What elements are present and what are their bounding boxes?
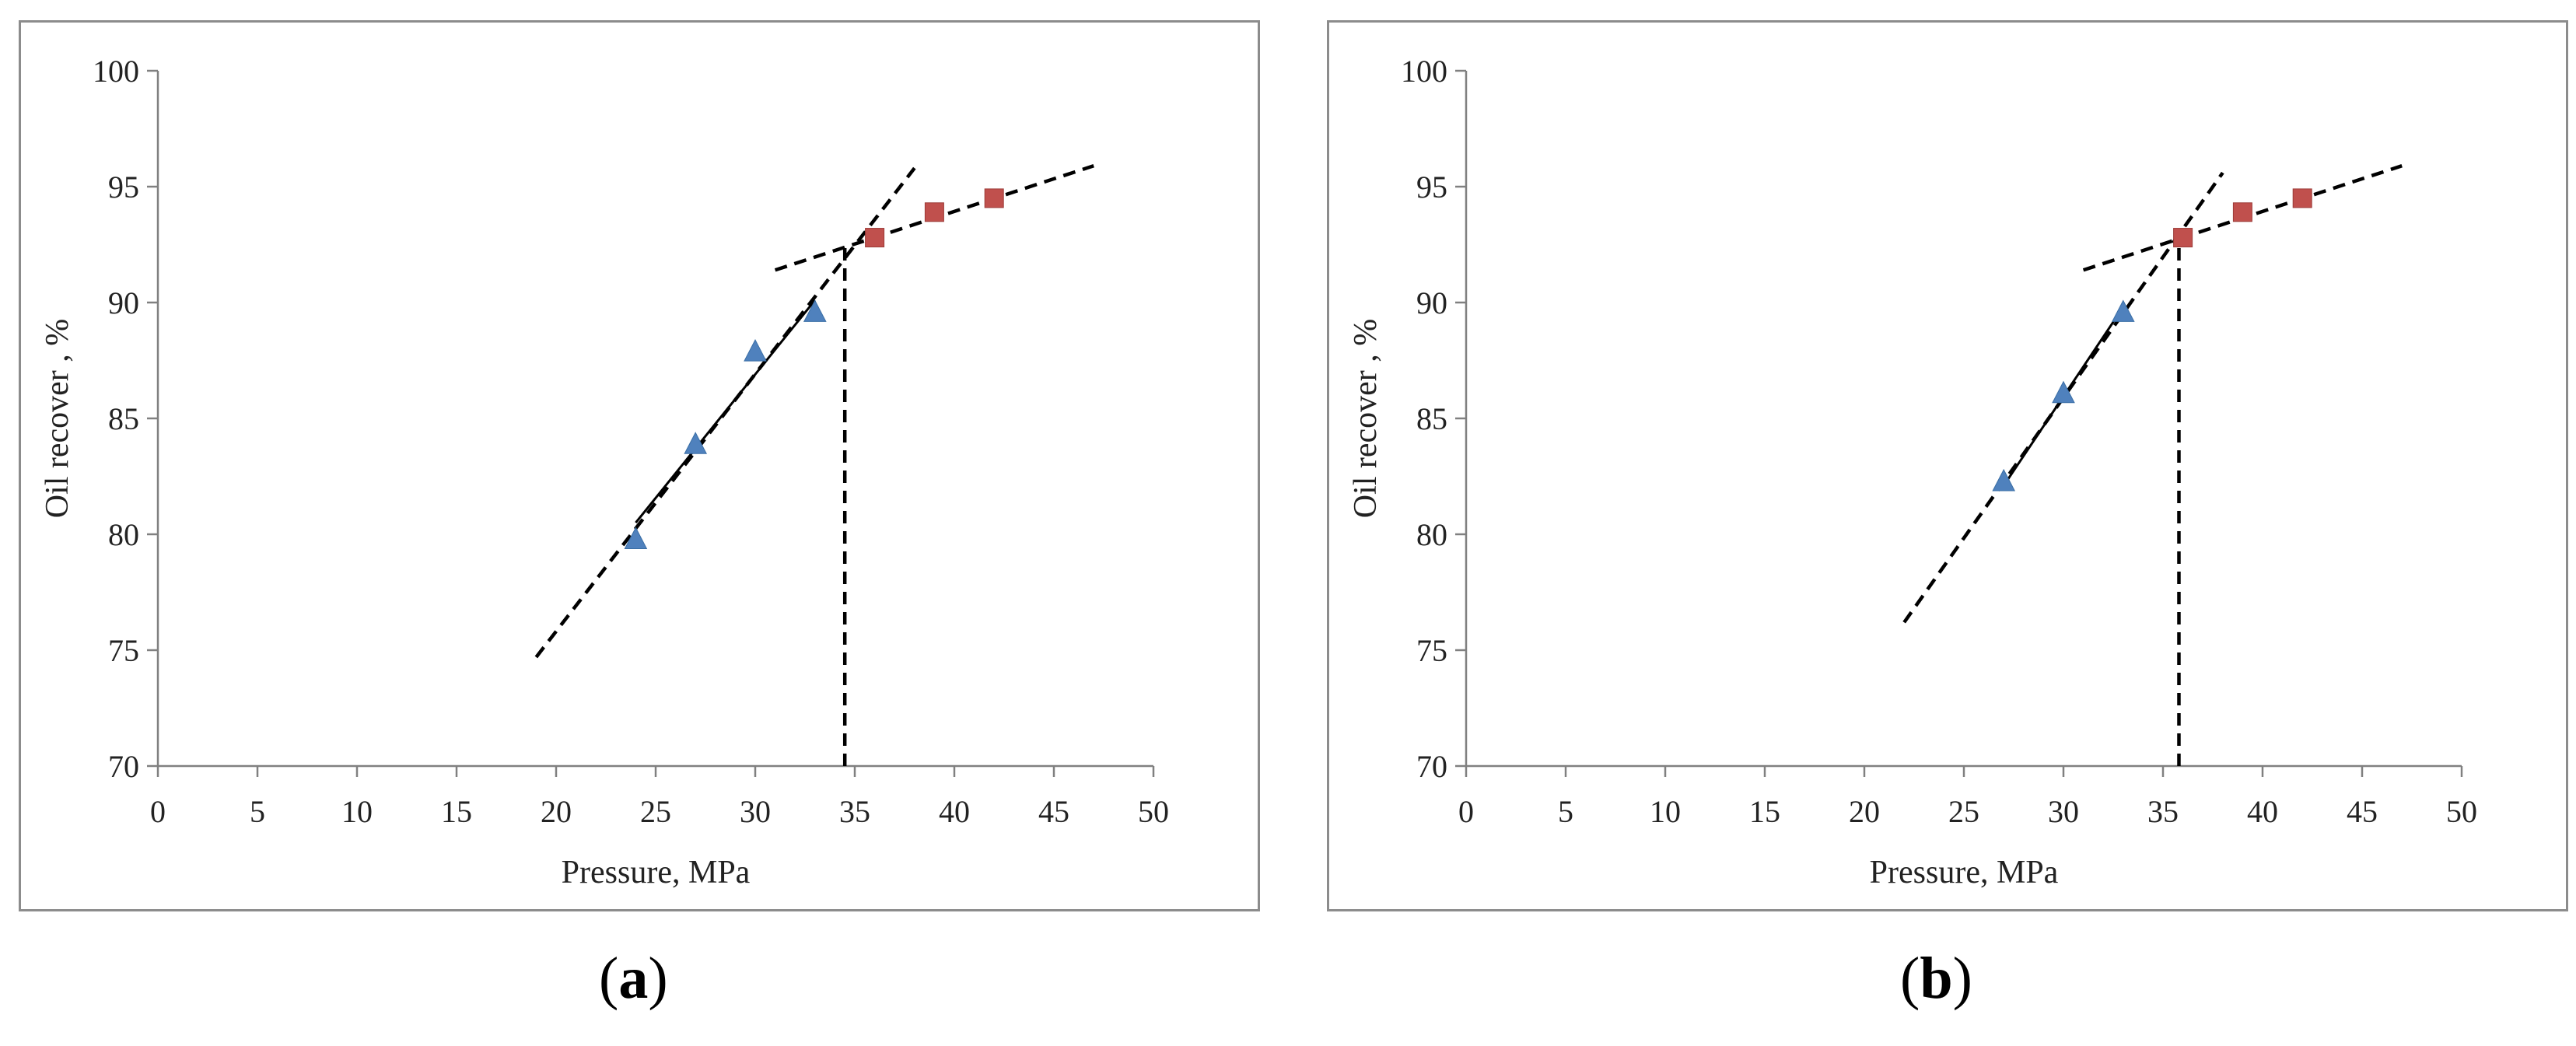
chart-b-x-tick-label: 25 bbox=[1948, 794, 1979, 829]
chart-b-trend-line-1 bbox=[1902, 171, 2224, 624]
chart-b-x-tick-label: 10 bbox=[1650, 794, 1681, 829]
chart-a-x-tick-label: 35 bbox=[839, 794, 870, 829]
chart-b-x-tick-label: 5 bbox=[1558, 794, 1573, 829]
chart-b-y-axis-title: Oil recover , % bbox=[1348, 319, 1384, 519]
chart-b-square-point bbox=[2232, 202, 2252, 222]
chart-a-y-tick-label: 80 bbox=[108, 517, 139, 552]
chart-a-x-tick-label: 15 bbox=[441, 794, 472, 829]
chart-b-x-tick-label: 35 bbox=[2147, 794, 2179, 829]
chart-panel-a: 70 75 80 85 90 95 100 0 5 10 15 20 25 30 35 40 45 50 Press… bbox=[19, 20, 1260, 911]
chart-b-triangle-point bbox=[1992, 468, 2016, 492]
chart-a-y-tick-label: 85 bbox=[108, 401, 139, 436]
chart-b-x-axis-title: Pressure, MPa bbox=[1870, 855, 2059, 890]
chart-b-svg: 70 75 80 85 90 95 100 0 5 10 15 20 25 30 35 40 45 50 Press… bbox=[1348, 54, 2477, 890]
chart-b-y-tick-label: 70 bbox=[1416, 749, 1447, 784]
chart-b-square-point bbox=[2173, 228, 2193, 248]
panel-label-a: (a) bbox=[599, 946, 668, 1011]
chart-b-x-tick-label: 20 bbox=[1849, 794, 1880, 829]
chart-b-x-tick-label: 40 bbox=[2247, 794, 2278, 829]
chart-a-y-tick-label: 95 bbox=[108, 170, 139, 205]
chart-b-triangle-point bbox=[2052, 380, 2075, 404]
chart-a-y-tick-label: 70 bbox=[108, 749, 139, 784]
panel-label-a-letter: a bbox=[618, 946, 649, 1011]
chart-panel-b: 70 75 80 85 90 95 100 0 5 10 15 20 25 30 35 40 45 50 Press… bbox=[1327, 20, 2568, 911]
chart-a-x-tick-label: 5 bbox=[250, 794, 265, 829]
chart-a-x-tick-label: 40 bbox=[939, 794, 970, 829]
chart-a-x-tick-label: 45 bbox=[1038, 794, 1069, 829]
chart-a-y-tick-label: 90 bbox=[108, 285, 139, 320]
chart-b-x-tick-label: 50 bbox=[2446, 794, 2477, 829]
chart-b-y-tick-label: 80 bbox=[1416, 517, 1447, 552]
chart-a-x-tick-label: 50 bbox=[1138, 794, 1169, 829]
chart-a-x-tick-label: 20 bbox=[541, 794, 572, 829]
chart-a-square-point bbox=[924, 202, 944, 222]
chart-a-square-point bbox=[865, 228, 885, 248]
chart-b-y-tick-label: 90 bbox=[1416, 285, 1447, 320]
panel-label-b-letter: b bbox=[1920, 946, 1953, 1011]
chart-b-x-tick-label: 30 bbox=[2048, 794, 2079, 829]
chart-b-triangle-point bbox=[2111, 299, 2135, 322]
chart-a-trend-line-2 bbox=[635, 299, 816, 524]
chart-b-x-tick-label: 45 bbox=[2347, 794, 2378, 829]
chart-b-square-point bbox=[2292, 188, 2312, 208]
chart-b-y-tick-label: 85 bbox=[1416, 401, 1447, 436]
chart-a-x-tick-label: 25 bbox=[640, 794, 671, 829]
chart-a-triangle-point bbox=[684, 432, 708, 454]
chart-a-square-point bbox=[984, 188, 1004, 208]
chart-a-y-tick-label: 75 bbox=[108, 633, 139, 668]
chart-a-x-tick-label: 10 bbox=[341, 794, 373, 829]
chart-a-x-axis-title: Pressure, MPa bbox=[562, 855, 751, 890]
chart-a-y-axis-title: Oil recover , % bbox=[40, 319, 75, 519]
panel-label-b: (b) bbox=[1900, 946, 1972, 1011]
chart-b-y-tick-label: 75 bbox=[1416, 633, 1447, 668]
chart-a-x-tick-label: 30 bbox=[740, 794, 771, 829]
chart-b-y-tick-label: 95 bbox=[1416, 170, 1447, 205]
chart-b-x-tick-label: 0 bbox=[1458, 794, 1474, 829]
chart-a-triangle-point bbox=[744, 338, 767, 362]
chart-b-x-tick-label: 15 bbox=[1749, 794, 1780, 829]
chart-a-x-tick-label: 0 bbox=[150, 794, 166, 829]
chart-a-triangle-point bbox=[624, 526, 648, 549]
chart-a-svg: 70 75 80 85 90 95 100 0 5 10 15 20 25 30 35 40 45 50 Press… bbox=[40, 54, 1169, 890]
chart-b-y-tick-label: 100 bbox=[1401, 54, 1447, 89]
chart-a-y-tick-label: 100 bbox=[93, 54, 139, 89]
chart-a-triangle-point bbox=[803, 299, 827, 322]
